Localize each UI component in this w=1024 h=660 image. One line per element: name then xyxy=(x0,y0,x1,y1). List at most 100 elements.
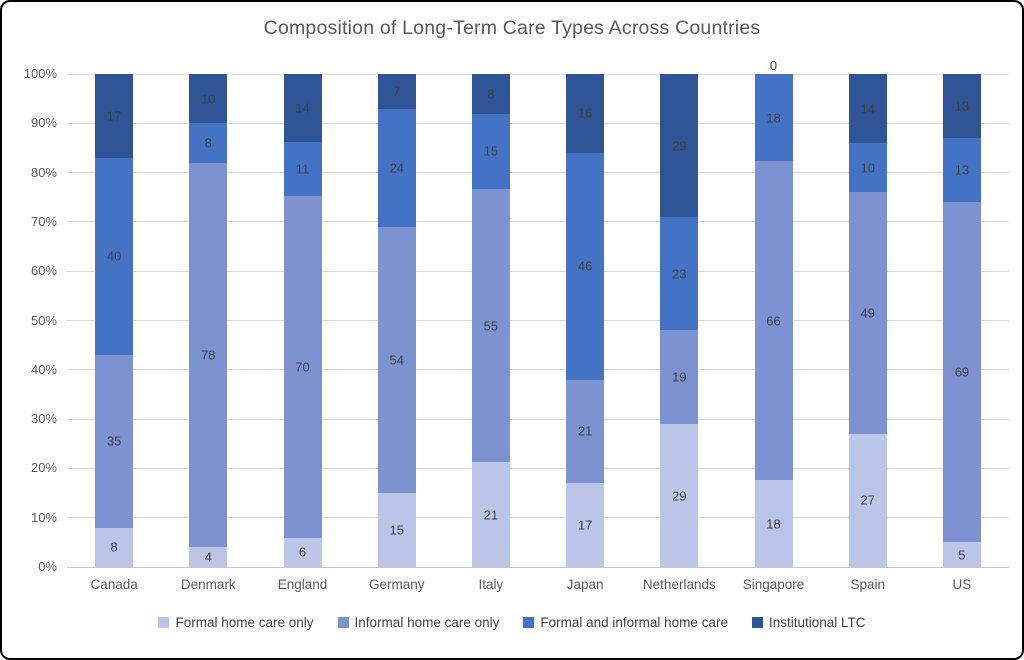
stacked-bar-netherlands: 29 19 23 29 xyxy=(660,74,699,567)
data-label: 10 xyxy=(860,160,875,176)
bar-segment: 10 xyxy=(189,74,228,124)
gridline xyxy=(67,270,1009,272)
y-axis-tick-label: 60% xyxy=(30,263,57,279)
data-label: 0 xyxy=(769,58,778,74)
data-label: 13 xyxy=(954,162,970,178)
bar-segment: 8 xyxy=(189,123,228,163)
legend-label: Informal home care only xyxy=(354,615,500,630)
x-axis-label-germany: Germany xyxy=(368,577,425,592)
gridline xyxy=(67,172,1009,174)
bar-segment: 8 xyxy=(471,74,510,114)
data-label: 70 xyxy=(295,359,310,375)
stacked-bar-canada: 8 35 40 17 xyxy=(95,74,134,567)
chart-title: Composition of Long-Term Care Types Acro… xyxy=(263,17,761,39)
data-label: 55 xyxy=(483,318,499,333)
x-axis-label-england: England xyxy=(277,577,328,592)
data-label: 27 xyxy=(860,492,875,508)
bar-segment: 18 xyxy=(754,480,793,567)
gridline xyxy=(67,221,1009,223)
gridline xyxy=(67,122,1009,124)
bar-segment: 55 xyxy=(471,188,510,463)
x-axis-label-netherlands: Netherlands xyxy=(642,577,716,592)
x-axis-label-italy: Italy xyxy=(478,577,504,592)
plot-area: 100% 90% 80% 70% 60% 50% 40% 30% 20% 10% 0% 8 35 40 1… xyxy=(24,58,1009,592)
bar-segment: 18 xyxy=(754,74,793,162)
bar-segment: 13 xyxy=(942,138,981,203)
data-label: 11 xyxy=(295,161,310,177)
data-label: 40 xyxy=(106,248,122,264)
data-label: 16 xyxy=(577,105,593,121)
data-label: 5 xyxy=(958,547,966,563)
y-axis-tick-label: 10% xyxy=(30,509,57,525)
legend-label: Institutional LTC xyxy=(768,615,866,630)
bar-slot-england: 6 70 11 14 xyxy=(255,74,349,567)
x-axis-label-us: US xyxy=(952,577,972,592)
data-label: 35 xyxy=(106,433,122,449)
data-label: 24 xyxy=(389,160,404,176)
bar-segment: 10 xyxy=(848,143,887,193)
x-axis-category-labels: Canada Denmark England Germany Italy Japan Net… xyxy=(67,577,1009,592)
bar-slot-denmark: 4 78 8 10 xyxy=(161,74,255,567)
data-label: 6 xyxy=(298,544,307,560)
bar-segment: 78 xyxy=(189,162,228,548)
legend-swatch-icon xyxy=(523,617,535,628)
bar-segment: 27 xyxy=(848,433,887,567)
bar-segment: 15 xyxy=(377,493,416,567)
data-label: 15 xyxy=(483,143,499,159)
gridline xyxy=(67,369,1009,371)
data-label: 46 xyxy=(577,258,593,274)
bar-segment: 69 xyxy=(942,202,981,543)
legend-item: Formal and informal home care xyxy=(523,615,728,630)
data-label: 21 xyxy=(483,507,499,523)
bar-segment: 14 xyxy=(848,74,887,144)
stacked-bar-england: 6 70 11 14 xyxy=(283,74,322,567)
bar-segment: 35 xyxy=(95,355,134,528)
y-axis-tick-label: 100% xyxy=(23,66,57,81)
bar-segment: 54 xyxy=(377,226,416,494)
bar-slot-germany: 15 54 24 7 xyxy=(350,74,444,567)
legend-label: Formal home care only xyxy=(175,615,314,630)
x-axis-label-singapore: Singapore xyxy=(742,577,805,592)
data-label: 19 xyxy=(672,369,687,385)
bar-segment: 11 xyxy=(283,142,322,197)
stacked-bar-singapore: 18 66 18 0 xyxy=(754,58,793,567)
data-label: 18 xyxy=(766,516,781,531)
gridline xyxy=(67,517,1009,519)
stacked-bar-germany: 15 54 24 7 xyxy=(377,74,416,567)
y-axis-tick-label: 30% xyxy=(30,411,57,427)
x-axis-label-canada: Canada xyxy=(90,577,138,592)
bar-segment: 66 xyxy=(754,161,793,480)
gridline xyxy=(67,73,1009,75)
stacked-bar-italy: 21 55 15 8 xyxy=(471,74,510,567)
data-label: 69 xyxy=(954,364,970,380)
y-axis-tick-label: 50% xyxy=(30,312,57,328)
data-label: 8 xyxy=(204,135,212,151)
data-label: 29 xyxy=(672,138,687,154)
legend-item: Informal home care only xyxy=(337,615,500,630)
bar-segment: 8 xyxy=(95,527,134,567)
bar-segment: 29 xyxy=(660,74,699,217)
bar-segment: 4 xyxy=(189,547,228,567)
data-label: 78 xyxy=(201,347,216,363)
gridline xyxy=(67,467,1009,469)
legend-item: Institutional LTC xyxy=(751,615,866,630)
gridline xyxy=(67,566,1009,568)
bar-slot-japan: 17 21 46 16 xyxy=(538,74,632,567)
data-label: 18 xyxy=(766,110,781,126)
bar-segment: 21 xyxy=(566,379,605,484)
bar-series-container: 8 35 40 17 4 78 8 10 6 70 11 14 15 54 24 7 21 55 15 8 17 21 46… xyxy=(67,58,1009,567)
data-label: 10 xyxy=(201,91,216,107)
bar-segment: 17 xyxy=(95,74,134,158)
bar-segment: 46 xyxy=(566,152,605,380)
data-label: 66 xyxy=(766,313,781,328)
bar-segment: 14 xyxy=(283,74,322,143)
x-axis-label-japan: Japan xyxy=(566,577,604,592)
data-label: 54 xyxy=(389,352,404,368)
x-axis-label-denmark: Denmark xyxy=(180,577,236,592)
bar-segment: 70 xyxy=(283,196,322,538)
bar-segment: 13 xyxy=(942,74,981,139)
bar-segment: 6 xyxy=(283,537,322,567)
data-label: 13 xyxy=(954,98,970,114)
data-label: 14 xyxy=(295,100,310,116)
data-label: 49 xyxy=(860,305,875,321)
